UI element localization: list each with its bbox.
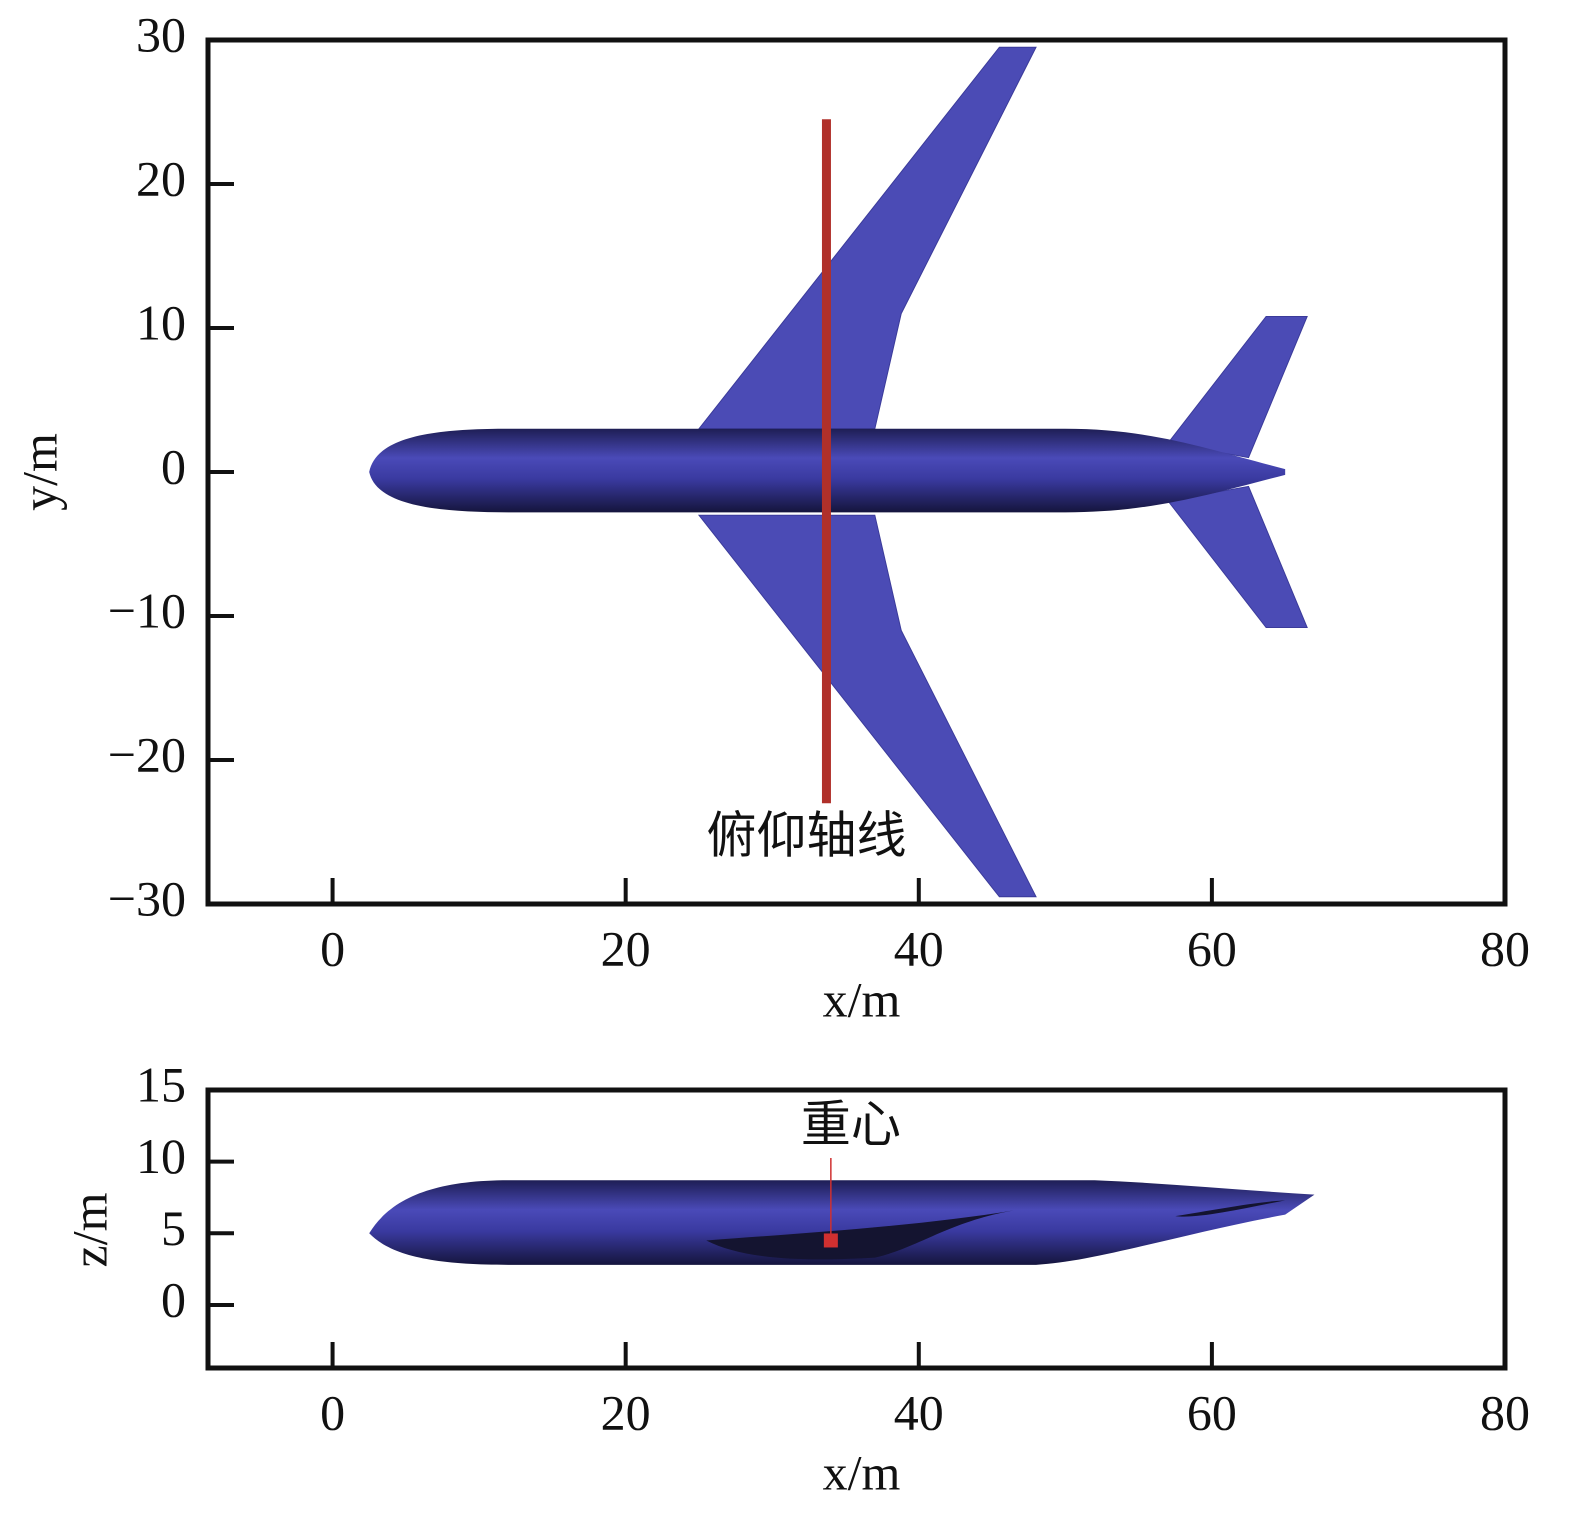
x-tick-label: 0	[320, 920, 345, 976]
x-tick-label: 40	[894, 1384, 944, 1440]
y-tick-label: −10	[108, 582, 186, 638]
y-tick-label: 0	[161, 1271, 186, 1327]
x-axis-label: x/m	[823, 1444, 901, 1500]
x-axis-label: x/m	[823, 971, 901, 1027]
y-tick-label: 15	[136, 1056, 186, 1112]
tail	[1167, 485, 1308, 629]
plot-area	[369, 1180, 1315, 1265]
annotation: 俯仰轴线	[706, 808, 906, 864]
wing	[697, 514, 1037, 898]
tail	[1175, 1200, 1286, 1217]
y-tick-label: 20	[136, 150, 186, 206]
center-of-gravity	[823, 1233, 838, 1248]
x-tick-label: 20	[601, 1384, 651, 1440]
x-tick-label: 20	[601, 920, 651, 976]
x-tick-label: 60	[1187, 1384, 1237, 1440]
y-tick-label: 10	[136, 1128, 186, 1184]
y-tick-label: 30	[136, 6, 186, 62]
y-tick-label: −20	[108, 726, 186, 782]
x-tick-label: 60	[1187, 920, 1237, 976]
axes-frame	[205, 1087, 1508, 1371]
fuselage	[369, 1180, 1315, 1265]
wing	[706, 1210, 1015, 1260]
plot-area	[369, 46, 1308, 898]
x-tick-label: 0	[320, 1384, 345, 1440]
y-axis-label: z/m	[61, 1192, 117, 1267]
annotation: 重心	[801, 1096, 901, 1152]
tail	[1167, 315, 1308, 459]
y-tick-label: 0	[161, 438, 186, 494]
y-tick-label: −30	[108, 870, 186, 926]
wing	[697, 46, 1037, 430]
x-tick-label: 40	[894, 920, 944, 976]
y-tick-label: 10	[136, 294, 186, 350]
y-axis-label: y/m	[11, 433, 67, 511]
x-tick-label: 80	[1480, 1384, 1530, 1440]
x-tick-label: 80	[1480, 920, 1530, 976]
y-tick-label: 5	[161, 1200, 186, 1256]
